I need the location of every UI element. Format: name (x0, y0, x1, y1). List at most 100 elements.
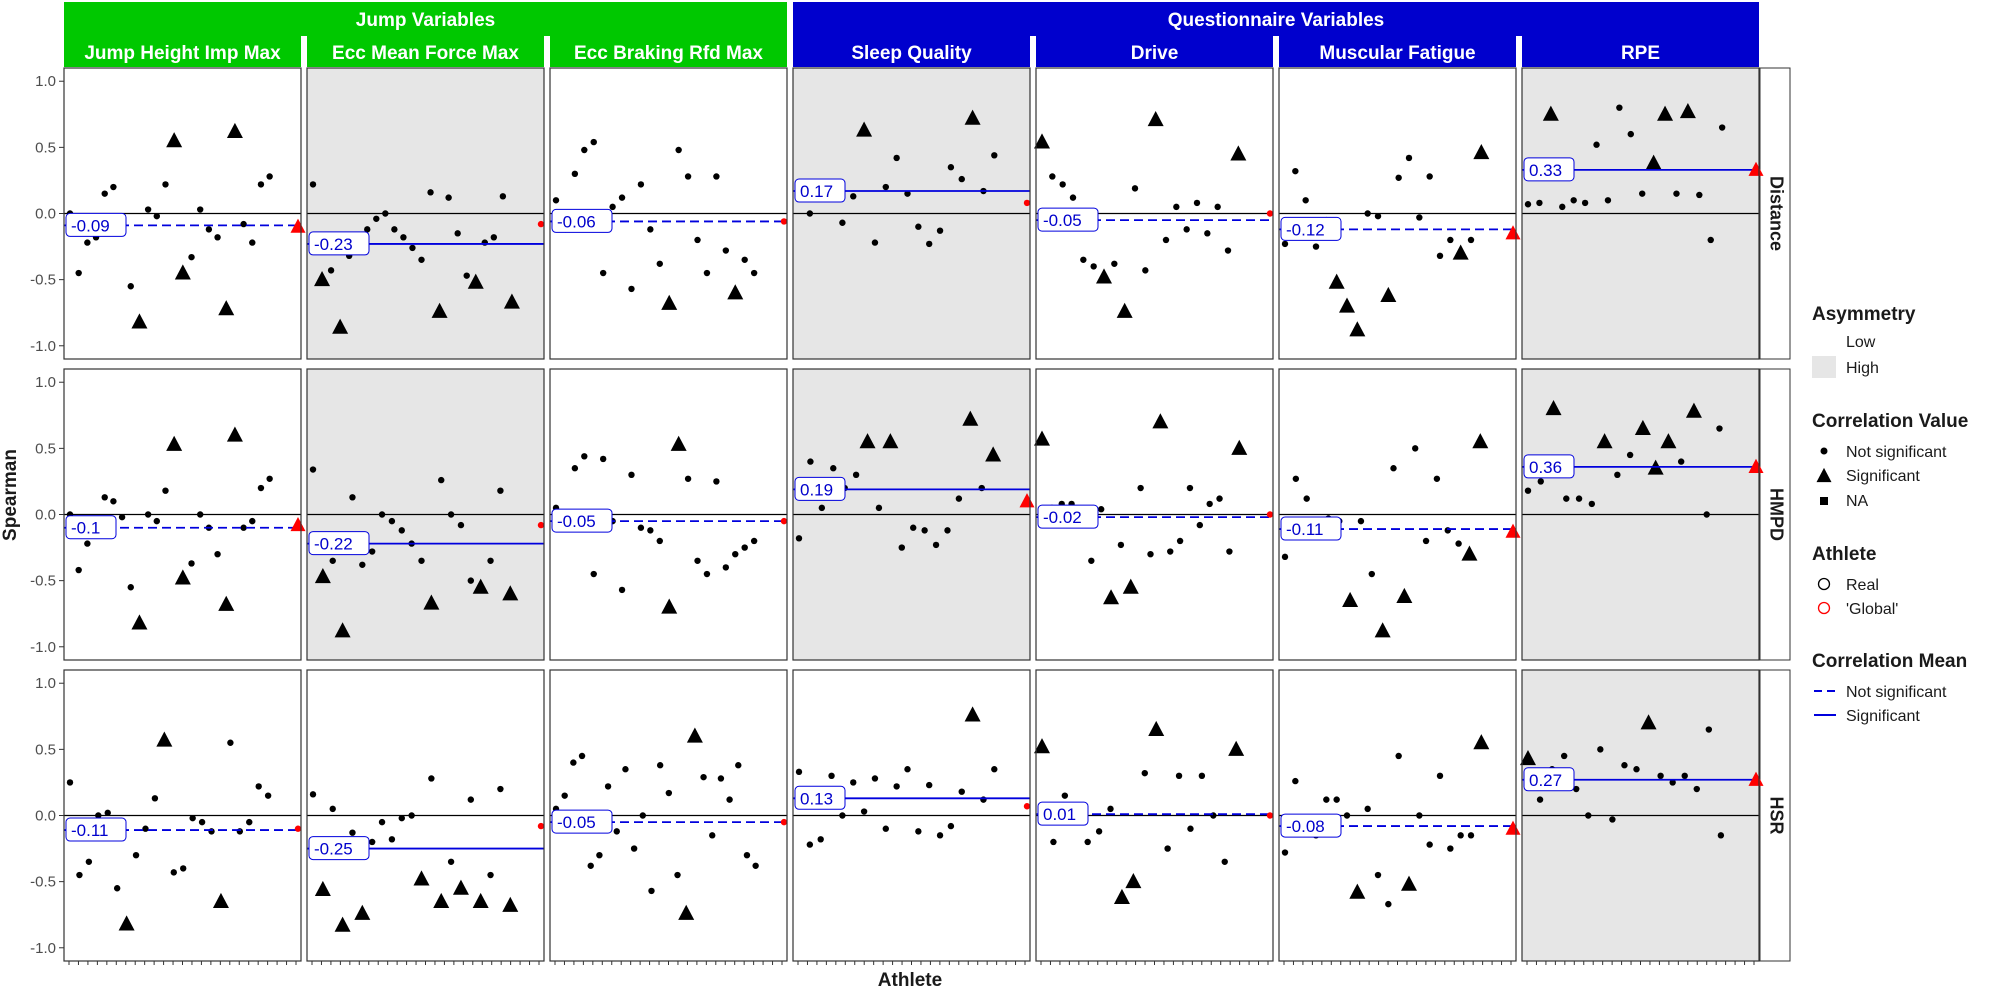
athlete-point (266, 475, 273, 482)
athlete-point (264, 792, 272, 799)
athlete-point (499, 193, 507, 200)
athlete-point-significant (1339, 297, 1355, 313)
athlete-point (309, 181, 317, 188)
athlete-point (1447, 236, 1454, 244)
mean-label: -0.06 (557, 212, 596, 231)
athlete-point (1614, 471, 1621, 479)
athlete-point-significant (1657, 105, 1674, 121)
global-point (1266, 511, 1274, 518)
athlete-point-significant (502, 896, 519, 912)
athlete-point-significant (1096, 268, 1112, 284)
athlete-point-significant (670, 435, 687, 451)
athlete-point (197, 511, 204, 518)
panel-border (792, 67, 1031, 360)
mean-label: -0.22 (314, 535, 353, 554)
global-point (1023, 803, 1031, 810)
athlete-point (1198, 772, 1206, 780)
athlete-point (418, 557, 425, 564)
athlete-point (84, 239, 91, 246)
athlete-point (66, 779, 74, 786)
athlete-point-significant (1328, 273, 1345, 289)
athlete-point (378, 818, 386, 826)
athlete-point (604, 783, 612, 790)
athlete-point (552, 197, 560, 204)
facet-panel: -0.09 (63, 67, 306, 360)
athlete-point (818, 504, 826, 512)
athlete-point-significant (502, 585, 519, 601)
mean-label-box (1280, 813, 1342, 838)
athlete-point (1575, 495, 1583, 502)
athlete-point (1175, 772, 1183, 780)
athlete-point (1422, 537, 1430, 545)
athlete-point (1374, 212, 1382, 220)
column-header-label: Ecc Braking Rfd Max (574, 43, 763, 64)
athlete-point-significant (1472, 433, 1489, 449)
mean-label-box (308, 231, 370, 256)
global-point (537, 822, 545, 830)
athlete-point (188, 253, 195, 261)
athlete-point (618, 194, 626, 201)
athlete-point (571, 465, 579, 472)
athlete-point (1585, 812, 1592, 819)
athlete-point (198, 818, 206, 826)
athlete-point-significant (174, 569, 191, 585)
athlete-point (639, 812, 646, 819)
athlete-point-significant (1679, 103, 1696, 119)
athlete-point (700, 773, 707, 781)
athlete-point (947, 822, 955, 830)
athlete-point (1167, 548, 1174, 555)
athlete-point-significant (1116, 302, 1133, 318)
facet-panel: 0.19 (792, 368, 1035, 661)
athlete-point (1097, 506, 1105, 513)
athlete-point (151, 795, 159, 802)
athlete-point (675, 146, 682, 154)
athlete-point (110, 498, 117, 505)
y-tick-label: -0.5 (30, 272, 56, 289)
y-tick-label: -0.5 (30, 573, 56, 590)
row-strip (1759, 669, 1791, 962)
athlete-point (1333, 796, 1340, 803)
athlete-point (76, 871, 83, 879)
legend-title-asymmetry: Asymmetry (1812, 304, 1916, 325)
athlete-point (463, 272, 470, 279)
athlete-point-significant (218, 595, 235, 611)
facet-panel: -0.11 (63, 669, 302, 965)
athlete-point (84, 540, 91, 547)
athlete-point (750, 537, 758, 545)
mean-label-box (1280, 216, 1342, 241)
legend-key-not-significant (1820, 447, 1828, 455)
athlete-point (1626, 451, 1634, 459)
athlete-point (85, 858, 93, 865)
athlete-point (581, 453, 588, 460)
athlete-point (1049, 173, 1056, 180)
row-strip (1759, 368, 1791, 661)
athlete-point-significant (1034, 133, 1050, 149)
athlete-point-significant (859, 433, 876, 449)
athlete-point (170, 869, 177, 876)
facet-panel: -0.05 (549, 368, 788, 661)
global-point-significant (1505, 225, 1521, 240)
athlete-point-significant (1342, 591, 1359, 607)
athlete-point (561, 792, 568, 799)
athlete-point (467, 796, 475, 803)
athlete-point (1111, 260, 1118, 267)
athlete-point (1467, 832, 1475, 839)
athlete-point (674, 871, 681, 879)
y-tick-label: 1.0 (35, 675, 56, 692)
athlete-point (882, 183, 889, 191)
facet-panel: -0.11 (1278, 368, 1521, 661)
mean-label-box (1037, 207, 1099, 232)
athlete-point (599, 269, 607, 277)
athlete-point (628, 471, 635, 479)
athlete-point (309, 466, 317, 473)
legend-key-real (1817, 577, 1831, 591)
panel-border (306, 368, 545, 661)
athlete-point (875, 504, 883, 512)
athlete-point (1214, 203, 1221, 211)
athlete-point (409, 244, 416, 252)
athlete-point (921, 527, 928, 534)
mean-label: -0.11 (71, 821, 109, 840)
mean-label-box (65, 212, 127, 237)
athlete-point (630, 845, 638, 852)
athlete-point (852, 471, 860, 479)
